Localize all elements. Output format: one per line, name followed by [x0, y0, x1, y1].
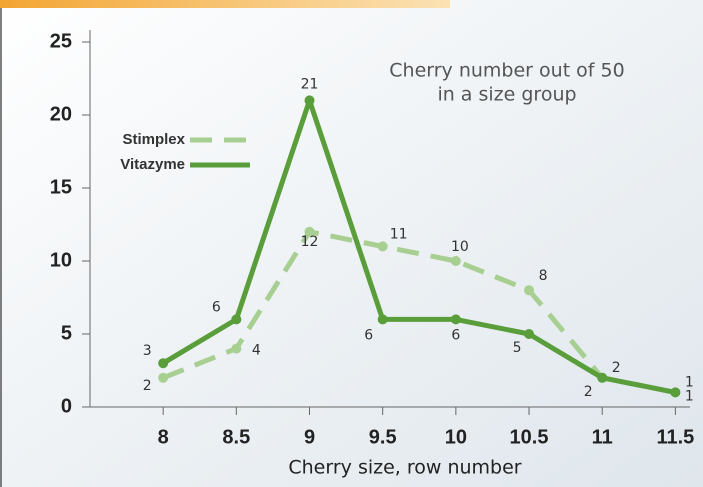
data-label: 4: [252, 343, 261, 359]
x-tick-label: 11.5: [656, 426, 694, 448]
x-tick-label: 9.5: [369, 426, 397, 448]
legend-label: Stimplex: [122, 131, 185, 148]
y-tick-label: 25: [50, 30, 72, 52]
y-tick-label: 20: [50, 103, 72, 125]
point: [524, 329, 535, 339]
y-tick-label: 10: [50, 249, 72, 271]
data-label: 12: [301, 234, 319, 250]
data-label: 3: [143, 343, 152, 359]
point: [377, 314, 388, 325]
annotation: in a size group: [437, 84, 576, 106]
point: [377, 241, 388, 252]
top-strip: [0, 0, 450, 8]
x-tick-label: 8.5: [222, 426, 250, 448]
y-tick-label: 0: [61, 395, 72, 417]
data-label: 2: [584, 384, 593, 400]
data-label: 2: [612, 360, 621, 376]
data-label: 11: [390, 226, 408, 242]
data-label: 1: [685, 374, 694, 390]
x-tick-label: 9: [304, 426, 315, 448]
y-tick-label: 5: [61, 322, 72, 344]
point: [670, 387, 681, 398]
data-label: 21: [301, 76, 319, 92]
x-tick-label: 11: [592, 426, 613, 448]
point: [304, 95, 315, 106]
annotation: Cherry number out of 50: [389, 60, 624, 82]
point: [524, 285, 535, 296]
point: [158, 358, 169, 369]
data-label: 6: [451, 327, 460, 343]
data-label: 6: [212, 299, 221, 315]
x-tick-label: 10.5: [510, 426, 549, 448]
point: [304, 226, 315, 237]
point: [158, 372, 169, 383]
legend-label: Vitazyme: [120, 156, 185, 173]
data-label: 2: [143, 378, 152, 394]
data-label: 5: [513, 340, 522, 356]
point: [231, 343, 242, 354]
x-tick-label: 10: [445, 426, 467, 448]
data-label: 10: [451, 239, 469, 255]
y-tick-label: 15: [50, 176, 72, 198]
series-line: [161, 97, 676, 395]
x-axis-label: Cherry size, row number: [288, 457, 521, 479]
point: [597, 372, 608, 383]
x-tick-label: 8: [158, 426, 169, 448]
data-label: 1: [685, 388, 694, 404]
point: [450, 256, 461, 266]
data-label: 8: [539, 268, 548, 284]
point: [450, 314, 461, 325]
point: [231, 314, 242, 325]
data-label: 6: [364, 327, 373, 343]
